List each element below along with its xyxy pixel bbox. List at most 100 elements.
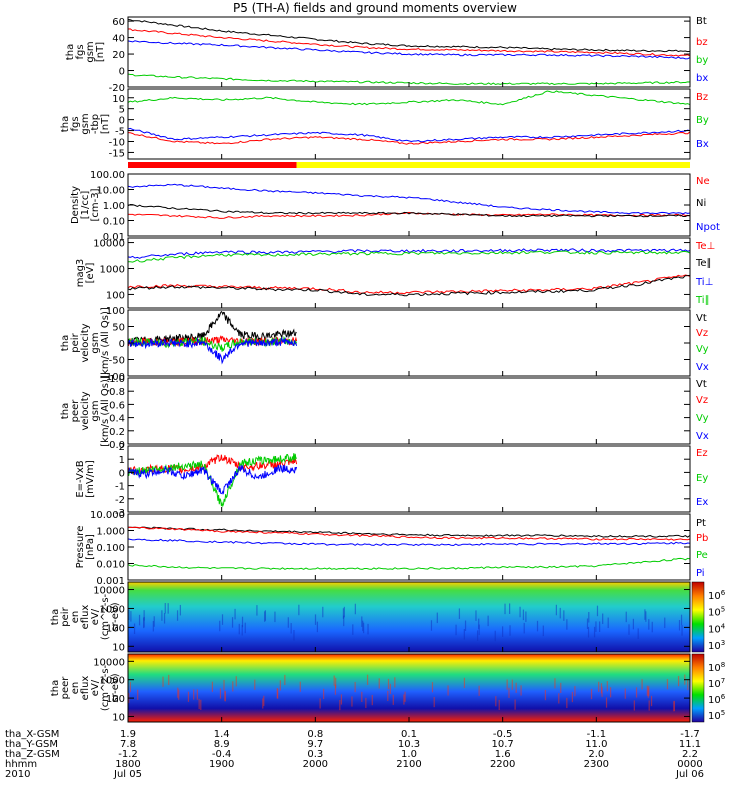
y-tick-label: 0.01	[103, 232, 125, 243]
spectrogram-streak	[334, 684, 337, 695]
orbit-row-label: tha_X-GSM	[5, 729, 59, 740]
spectrogram-streak	[463, 677, 466, 688]
spectrogram-streak	[284, 674, 286, 686]
colorbar: 108 107 106 105	[691, 653, 726, 723]
spectrogram-streak	[590, 688, 593, 700]
spectrogram-streak	[143, 610, 145, 621]
y-axis-label-line: peir	[60, 606, 71, 626]
y-axis-label-line: peer	[70, 399, 81, 423]
y-tick-label: 1.00	[103, 201, 125, 212]
spectrogram-streak	[673, 701, 675, 712]
spectrogram-streak	[625, 611, 627, 623]
orbit-row-value: 1.4	[214, 729, 230, 740]
spectrogram-streak	[624, 688, 626, 699]
spectrogram-streak	[128, 609, 130, 620]
y-axis-label-line: peer	[60, 676, 71, 700]
y-axis-label-line: Pressure	[75, 526, 86, 569]
spectrogram-streak	[387, 690, 389, 702]
spectrogram-streak	[680, 614, 683, 626]
y-tick-label: -1	[115, 482, 125, 493]
spectrogram-streak	[498, 699, 500, 711]
spectrogram-streak	[361, 691, 363, 703]
y-tick-label: 20	[112, 50, 125, 61]
spectrogram-streak	[211, 681, 214, 692]
spectrogram-streak	[333, 675, 335, 686]
spectrogram-streak	[607, 617, 609, 629]
spectrogram-streak	[367, 623, 369, 635]
spectrogram-streak	[290, 623, 292, 634]
legend-By: By	[696, 115, 709, 126]
spectrogram-streak	[430, 620, 433, 631]
y-axis-label-line: fgs	[75, 44, 86, 59]
orbit-row-label: hhmm	[5, 759, 37, 770]
colorbar-scale	[691, 653, 705, 723]
legend-Vy: Vy	[696, 413, 709, 424]
y-axis-label-line: [cm-3]	[90, 188, 101, 221]
spectrogram-streak	[264, 610, 267, 621]
legend-Vt: Vt	[696, 313, 707, 324]
legend-Ex: Ex	[696, 497, 708, 508]
y-axis-label: tha fgs gsm -tbp [nT]	[60, 113, 111, 134]
y-axis-label: tha peer velocity gsm [km/s (All Qs)]	[60, 375, 111, 447]
spectrogram-streak	[361, 616, 363, 627]
series-Te∥	[127, 274, 691, 297]
spectrogram-image	[128, 654, 690, 722]
y-tick-label: 100	[106, 623, 125, 634]
spectrogram-streak	[645, 611, 647, 622]
series-Bt	[127, 19, 691, 53]
spectrogram-streak	[641, 679, 643, 690]
y-axis-label-line: tha	[60, 116, 71, 132]
y-axis-label-line: [eV]	[85, 263, 96, 284]
spectrogram-streak	[378, 678, 380, 689]
spectrogram-streak	[241, 616, 244, 628]
spectrogram-streak	[138, 614, 141, 626]
y-axis-label-line: [km/s (All Qs)]	[100, 307, 111, 379]
orbit-row-value: 1.0	[401, 749, 417, 760]
quality-bar-yellow	[296, 162, 690, 168]
spectrogram-streak	[544, 689, 547, 701]
colorbar-scale	[691, 581, 705, 653]
spectrogram-streak	[515, 682, 517, 693]
legend-Pb: Pb	[696, 533, 708, 544]
spectrogram-streak	[276, 688, 278, 699]
series-bx	[127, 40, 691, 60]
spectrogram-streak	[256, 605, 258, 616]
spectrogram-streak	[555, 604, 557, 616]
spectrogram-streak	[644, 609, 646, 620]
spectrogram-streak	[316, 621, 318, 633]
spectrogram-streak	[178, 689, 180, 700]
series-Ne	[127, 211, 691, 219]
legend-Vy: Vy	[696, 344, 709, 355]
spectrogram-streak	[593, 626, 596, 638]
legend-Bx: Bx	[696, 139, 709, 150]
spectrogram-streak	[536, 620, 539, 632]
orbit-row-value: 0.1	[401, 729, 417, 740]
spectrogram-streak	[299, 681, 301, 692]
orbit-row-value: 10.7	[492, 739, 514, 750]
orbit-row-value: 1900	[209, 759, 234, 770]
spectrogram-streak	[595, 621, 597, 632]
y-axis-label: tha peer en eflux eV/(cm^2-s-sr-eV)	[50, 664, 121, 711]
y-tick-label: 10000	[93, 586, 125, 597]
y-axis-label-line: [nT]	[95, 42, 106, 62]
y-tick-label: 1.000	[96, 527, 125, 538]
y-axis-label-line: gsm	[80, 113, 91, 134]
orbit-row-value: 9.7	[307, 739, 323, 750]
spectrogram-streak	[610, 687, 612, 698]
orbit-row-value: 10.3	[398, 739, 420, 750]
spectrogram-streak	[274, 611, 276, 623]
y-axis-label: tha peir en eflux eV/(cm^2-s-sr-eV)	[50, 593, 121, 640]
legend-Pi: Pi	[696, 568, 705, 579]
spectrogram-streak	[351, 696, 353, 707]
colorbar-tick-label: 105	[708, 606, 725, 619]
spectrogram-streak	[153, 616, 155, 627]
spectrogram-streak	[651, 621, 653, 633]
spectrogram-streak	[571, 691, 573, 703]
spectrogram-streak	[559, 607, 561, 619]
spectrogram-streak	[362, 620, 364, 632]
colorbar-tick-label: 107	[708, 677, 725, 690]
spectrogram-streak	[164, 603, 166, 614]
y-tick-label: 100	[106, 306, 125, 317]
